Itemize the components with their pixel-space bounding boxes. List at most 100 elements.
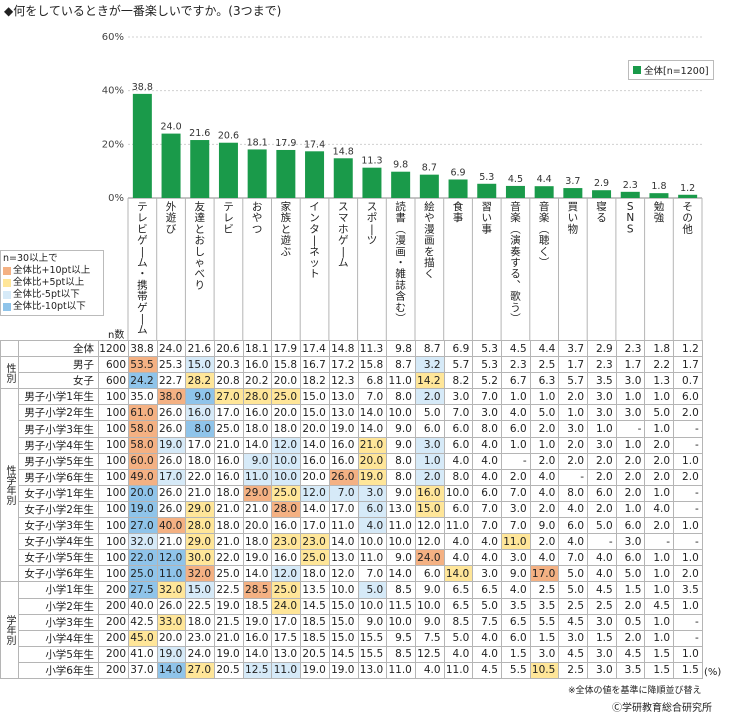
table-cell: 19.0 <box>242 613 273 631</box>
category-label: テレビ <box>223 201 234 235</box>
table-cell: 1.0 <box>673 549 703 567</box>
bar <box>218 142 238 198</box>
table-cell: 28.0 <box>271 500 302 519</box>
sort-note: ※全体の値を基準に降順並び替え <box>568 686 702 696</box>
table-cell: 6.0 <box>500 629 531 647</box>
table-cell: 5.3 <box>472 356 502 374</box>
table-cell: 4.0 <box>414 661 445 679</box>
table-cell: 24.2 <box>128 372 158 390</box>
y-tick-label: 20% <box>102 139 124 150</box>
table-cell: 9.0 <box>242 452 273 470</box>
legend-swatch-lo10 <box>3 303 11 311</box>
row-label: 小学6年生 <box>18 661 99 679</box>
table-cell: 23.0 <box>271 533 302 551</box>
table-cell: 1.5 <box>529 629 560 647</box>
table-cell: 3.0 <box>615 404 646 422</box>
table-cell: 6.5 <box>472 581 502 599</box>
table-cell: 3.0 <box>587 436 617 454</box>
table-cell: 49.0 <box>128 468 158 486</box>
table-cell: 6.0 <box>443 436 474 454</box>
row-n: 100 <box>98 533 129 551</box>
table-cell: 6.0 <box>615 549 646 567</box>
table-cell: 24.0 <box>185 645 216 663</box>
table-cell: 1.8 <box>644 339 675 358</box>
table-cell: 13.0 <box>386 500 416 519</box>
bar-value-label: 24.0 <box>160 122 181 133</box>
table-cell: 5.7 <box>558 372 588 390</box>
table-cell: 29.0 <box>185 500 216 519</box>
table-cell: 3.0 <box>558 629 588 647</box>
table-cell: 20.3 <box>214 356 244 374</box>
unit-label: (%) <box>704 667 722 678</box>
table-cell: 32.0 <box>185 565 216 583</box>
table-cell: 21.0 <box>156 533 187 551</box>
bar-value-label: 14.8 <box>333 146 354 157</box>
table-cell: 26.0 <box>156 484 187 502</box>
table-cell: 11.0 <box>242 468 273 486</box>
table-cell: 17.5 <box>271 629 302 647</box>
table-cell: 15.0 <box>414 500 445 519</box>
table-cell: 15.8 <box>271 356 302 374</box>
table-cell: 21.6 <box>185 339 216 358</box>
group-label <box>0 339 19 358</box>
table-cell: 22.5 <box>185 597 216 615</box>
table-cell: 20.0 <box>156 629 187 647</box>
bar <box>534 186 554 198</box>
table-cell: 15.0 <box>328 597 359 615</box>
table-cell: 12.0 <box>156 549 187 567</box>
table-cell: 17.9 <box>271 339 302 358</box>
table-cell: 2.0 <box>615 468 646 486</box>
table-cell: 17.0 <box>156 468 187 486</box>
bar-value-label: 17.4 <box>304 139 325 150</box>
table-row: 性学年別 男子小学1年生 100 35.0 38.0 9.0 27.0 28.0 25.0 15.… <box>0 388 703 583</box>
table-cell: 1.0 <box>500 436 531 454</box>
table-cell: 9.0 <box>357 613 388 631</box>
table-cell: 16.0 <box>242 356 273 374</box>
table-row: 性別 男子 600 53.5 25.3 15.0 20.3 16.0 15.8 16.7 17.2 1… <box>0 356 703 390</box>
table-cell: 20.0 <box>300 468 330 486</box>
row-label: 男子小学3年生 <box>18 420 99 438</box>
table-cell: 2.5 <box>529 356 560 374</box>
table-cell: 11.0 <box>386 517 416 535</box>
table-cell: 2.0 <box>615 452 646 470</box>
bar <box>419 174 439 198</box>
table-cell: 2.0 <box>500 468 531 486</box>
legend-label-hi5: 全体比+5pt以上 <box>13 277 85 288</box>
table-cell: 22.7 <box>156 372 187 390</box>
table-cell: 13.5 <box>300 581 330 599</box>
table-cell: 10.0 <box>386 404 416 422</box>
table-cell: 14.5 <box>300 597 330 615</box>
table-cell: 61.0 <box>128 404 158 422</box>
table-cell: 4.0 <box>558 533 588 551</box>
table-cell: 1.0 <box>558 404 588 422</box>
table-cell: 16.0 <box>242 629 273 647</box>
category-label: 絵や漫画を描く <box>424 200 435 280</box>
table-cell: 1.0 <box>644 629 675 647</box>
table-cell: 15.5 <box>357 645 388 663</box>
table-cell: 22.0 <box>214 549 244 567</box>
table-cell: 27.0 <box>185 661 216 679</box>
table-cell: - <box>615 420 646 438</box>
bar-value-label: 4.4 <box>537 174 552 185</box>
table-cell: 8.0 <box>558 484 588 502</box>
category-label: テレビゲ|ム・携帯ゲ|ム <box>137 201 148 336</box>
table-cell: 6.5 <box>443 581 474 599</box>
table-cell: 2.0 <box>587 500 617 519</box>
table-cell: 7.0 <box>472 500 502 519</box>
table-cell: 26.0 <box>156 597 187 615</box>
table-cell: 10.0 <box>443 484 474 502</box>
table-cell: 2.9 <box>587 339 617 358</box>
table-cell: 14.8 <box>328 339 359 358</box>
table-cell: 14.5 <box>328 645 359 663</box>
bar <box>190 140 210 198</box>
table-cell: 1.0 <box>644 549 675 567</box>
table-row: 男子小学5年生 100 60.0 26.0 18.0 16.0 9.0 10.0 16.0 16.… <box>1 452 703 470</box>
table-cell: 15.0 <box>328 629 359 647</box>
table-row: 男子小学3年生 100 58.0 26.0 8.0 25.0 18.0 18.0 20.0 19.… <box>1 420 703 438</box>
legend-swatch-hi5 <box>3 279 11 287</box>
row-label: 全体 <box>18 339 99 358</box>
table-cell: 2.0 <box>644 517 675 535</box>
table-cell: 16.0 <box>242 404 273 422</box>
table-cell: 26.0 <box>156 452 187 470</box>
table-cell: 23.0 <box>185 629 216 647</box>
